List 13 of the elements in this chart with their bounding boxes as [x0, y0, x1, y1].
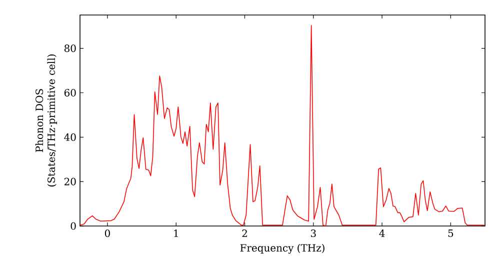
y-axis-title: Phonon DOS (States/THz·primitive cell): [35, 54, 57, 186]
x-tick-label: 4: [379, 230, 385, 237]
y-tick-label: 40: [64, 133, 76, 141]
x-tick-label: 5: [448, 230, 454, 237]
y-tick-label: 20: [64, 178, 76, 186]
x-tick-label: 0: [104, 230, 110, 238]
x-tick-label: 3: [310, 230, 316, 238]
x-tick-label: 1: [174, 230, 178, 237]
x-axis-title: Frequency (THz): [240, 244, 324, 254]
y-tick-label: 0: [70, 222, 76, 230]
x-tick-label: 2: [242, 230, 247, 237]
y-tick-label: 80: [64, 44, 76, 52]
y-tick-label: 60: [64, 88, 76, 97]
